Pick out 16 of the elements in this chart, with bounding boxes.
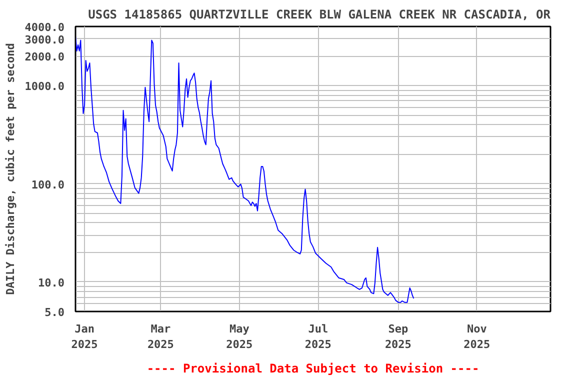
y-tick-label: 2000.0 [24,50,65,64]
y-tick-label: 100.0 [31,178,65,192]
y-tick-label: 5.0 [44,306,65,319]
y-tick-label: 3000.0 [24,33,65,46]
chart-title: USGS 14185865 QUARTZVILLE CREEK BLW GALENA CREEK NR CASCADIA, OR [88,8,552,22]
y-axis-title: DAILY Discharge, cubic feet per second [4,43,17,295]
y-tick-label: 4000.0 [24,21,65,34]
x-tick-label: Jul 2025 [304,322,332,352]
x-tick-label: Mar 2025 [147,322,174,352]
x-tick-label: Nov 2025 [464,322,490,352]
y-tick-label: 1000.0 [24,80,65,94]
x-tick-label: May 2025 [226,322,253,352]
x-tick-label: Jan 2025 [71,322,98,352]
y-tick-label: 10.0 [38,276,65,290]
x-tick-label: Sep 2025 [384,322,412,352]
text: ---- Provisional Data Subject to Revision ---- [146,362,480,376]
